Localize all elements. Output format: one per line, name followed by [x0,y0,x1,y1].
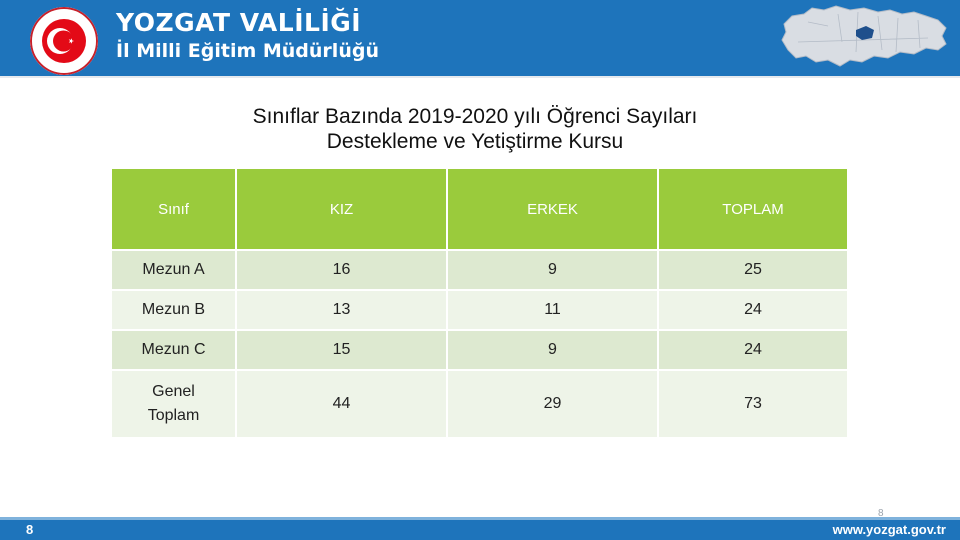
table-row: Mezun C 15 9 24 [110,329,849,371]
cell-erkek: 9 [446,329,659,371]
cell-sinif: Mezun B [110,289,237,331]
turkey-map-icon [781,5,947,67]
cell-toplam: 24 [657,289,849,331]
header-banner: YOZGAT VALİLİĞİ İl Milli Eğitim Müdürlüğ… [0,0,960,78]
slide-title-line1: Sınıflar Bazında 2019-2020 yılı Öğrenci … [252,105,698,128]
cell-toplam-total: 73 [657,369,849,439]
footer-bar [0,520,960,540]
cell-toplam: 25 [657,249,849,291]
page-number: 8 [26,522,34,537]
cell-sinif-total-line1: Genel [152,383,195,400]
table-row: Mezun A 16 9 25 [110,249,849,291]
column-header-erkek: ERKEK [446,167,659,251]
column-header-sinif: Sınıf [110,167,237,251]
cell-erkek-total: 29 [446,369,659,439]
cell-kiz-total: 44 [235,369,448,439]
cell-sinif-total-line2: Toplam [147,407,200,424]
header-title-mudurluk: İl Milli Eğitim Müdürlüğü [116,40,379,62]
cell-erkek: 11 [446,289,659,331]
column-header-toplam: TOPLAM [657,167,849,251]
cell-kiz: 13 [235,289,448,331]
cell-kiz: 16 [235,249,448,291]
column-header-kiz: KIZ [235,167,448,251]
cell-erkek: 9 [446,249,659,291]
table-row-total: Genel Toplam 44 29 73 [110,369,849,439]
table-header-row: Sınıf KIZ ERKEK TOPLAM [110,167,849,251]
footer-accent-line [0,517,960,520]
cell-sinif: Mezun A [110,249,237,291]
cell-sinif: Mezun C [110,329,237,371]
cell-sinif-total: Genel Toplam [110,369,237,439]
header-title-valilik: YOZGAT VALİLİĞİ [116,8,362,37]
slide-title: Sınıflar Bazında 2019-2020 yılı Öğrenci … [120,104,830,154]
website-link[interactable]: www.yozgat.gov.tr [832,522,946,537]
slide-title-line2: Destekleme ve Yetiştirme Kursu [326,130,624,153]
valilik-logo [30,7,98,75]
cell-toplam: 24 [657,329,849,371]
student-count-table: Sınıf KIZ ERKEK TOPLAM Mezun A 16 9 25 M… [110,167,849,439]
slide-number: 8 [878,508,884,519]
table-row: Mezun B 13 11 24 [110,289,849,331]
cell-kiz: 15 [235,329,448,371]
